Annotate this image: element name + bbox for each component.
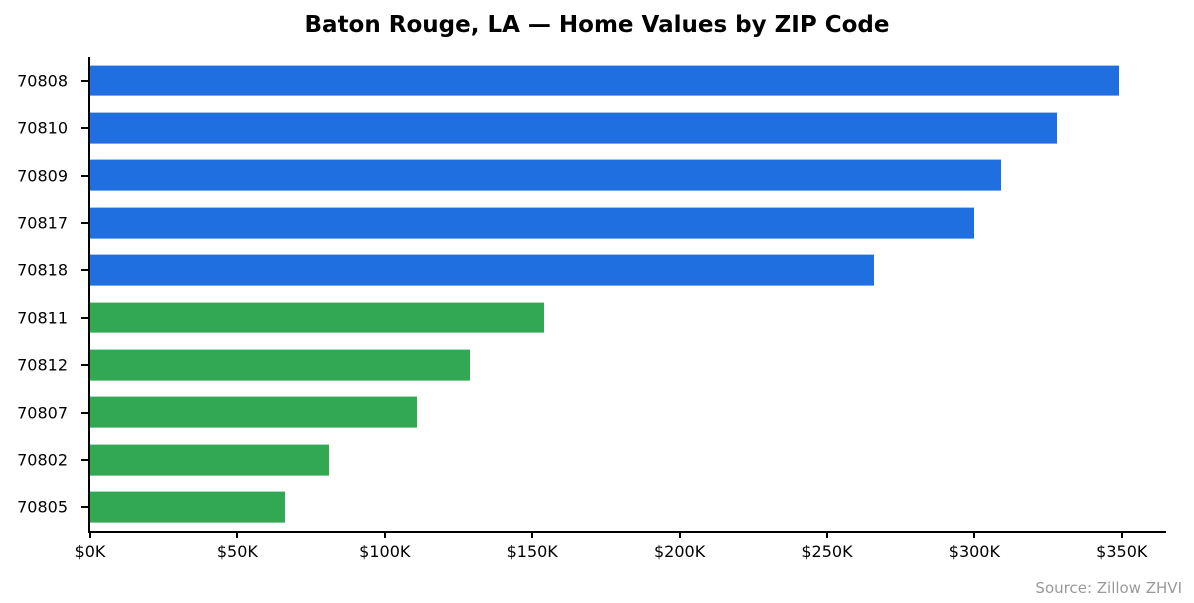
y-tick-70817 xyxy=(81,221,88,224)
y-axis-labels: 70808 70810 70809 70817 70818 70811 70812 70807… xyxy=(0,57,78,533)
bar-70809 xyxy=(90,160,1001,191)
y-tick-70809 xyxy=(81,174,88,177)
bar-70811 xyxy=(90,302,544,334)
bar-70818 xyxy=(90,254,875,286)
x-tick-label-$150K: $150K xyxy=(506,542,558,561)
x-tick-label-$350K: $350K xyxy=(1096,542,1148,561)
x-tick-label-$250K: $250K xyxy=(801,542,853,561)
y-label-70812: 70812 xyxy=(17,355,68,375)
x-tick-$300K xyxy=(973,531,976,538)
y-tick-70807 xyxy=(81,411,88,414)
y-label-70810: 70810 xyxy=(17,118,68,138)
bar-row-70810 xyxy=(90,104,1166,151)
y-tick-70818 xyxy=(81,269,88,272)
x-tick-$200K xyxy=(678,531,681,538)
y-tick-70808 xyxy=(81,79,88,82)
bar-row-70807 xyxy=(90,389,1166,436)
bar-row-70818 xyxy=(90,247,1166,294)
y-label-70802: 70802 xyxy=(17,450,68,470)
x-tick-label-$100K: $100K xyxy=(359,542,411,561)
bar-row-70812 xyxy=(90,341,1166,388)
source-note: Source: Zillow ZHVI xyxy=(1035,579,1182,597)
bar-row-70817 xyxy=(90,199,1166,246)
y-label-70808: 70808 xyxy=(17,71,68,91)
x-tick-$150K xyxy=(531,531,534,538)
bar-70805 xyxy=(90,491,285,523)
x-tick-$350K xyxy=(1120,531,1123,538)
x-tick-$250K xyxy=(825,531,828,538)
y-tick-70805 xyxy=(81,506,88,509)
bar-70807 xyxy=(90,397,418,428)
chart-title: Baton Rouge, LA — Home Values by ZIP Cod… xyxy=(304,12,890,38)
bar-70812 xyxy=(90,349,471,381)
x-tick-$100K xyxy=(383,531,386,538)
bar-row-70802 xyxy=(90,436,1166,483)
x-tick-label-$50K: $50K xyxy=(216,542,258,561)
y-tick-70812 xyxy=(81,364,88,367)
y-label-70807: 70807 xyxy=(17,403,68,422)
y-tick-70810 xyxy=(81,127,88,130)
bar-70817 xyxy=(90,207,975,239)
plot-area: $0K $50K $100K $150K $200K $250K $300K $350K xyxy=(75,57,1166,561)
bar-70802 xyxy=(90,444,329,476)
y-label-70817: 70817 xyxy=(17,213,68,233)
x-tick-label-$300K: $300K xyxy=(948,542,1000,561)
x-tick-label-$0K: $0K xyxy=(74,542,106,561)
x-tick-$0K xyxy=(89,531,91,538)
bar-70808 xyxy=(90,65,1119,97)
y-tick-70811 xyxy=(81,316,88,319)
bar-row-70809 xyxy=(90,152,1166,199)
y-label-70805: 70805 xyxy=(17,497,68,517)
y-label-70811: 70811 xyxy=(17,308,68,328)
bar-row-70811 xyxy=(90,294,1166,341)
x-tick-$50K xyxy=(236,531,239,538)
y-label-70818: 70818 xyxy=(17,260,68,280)
bar-row-70805 xyxy=(90,484,1166,531)
bar-70810 xyxy=(90,112,1057,144)
x-tick-label-$200K: $200K xyxy=(653,542,706,561)
bar-row-70808 xyxy=(90,57,1166,104)
y-label-70809: 70809 xyxy=(17,166,68,185)
y-tick-70802 xyxy=(81,458,88,461)
